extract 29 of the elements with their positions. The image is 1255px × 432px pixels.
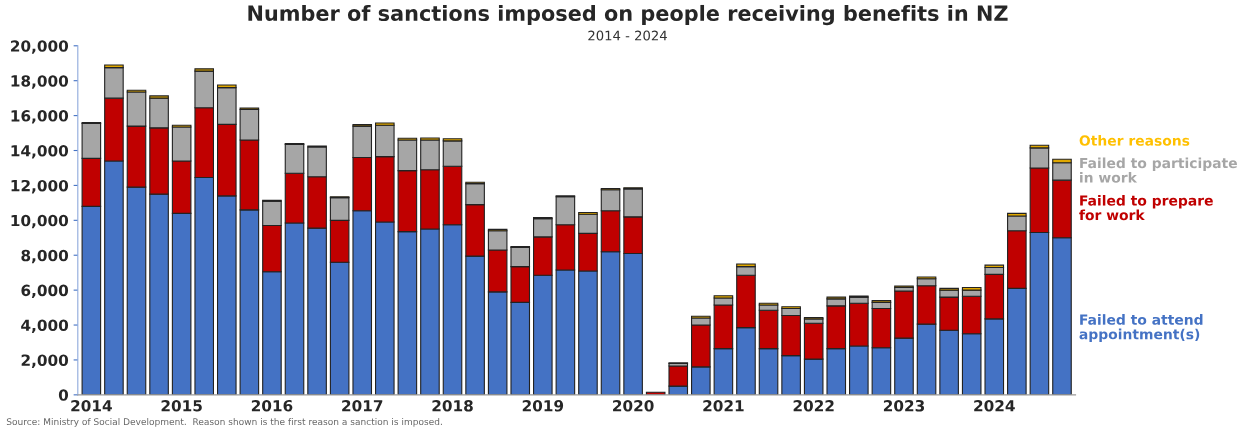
- x-tick-label: 2024: [974, 399, 1015, 412]
- x-tick-label: 2021: [703, 399, 744, 412]
- y-tick-label: 8,000: [21, 249, 69, 264]
- series-label: Failed to attend appointment(s): [1079, 314, 1203, 343]
- x-tick-label: 2020: [613, 399, 654, 412]
- x-tick-label: 2014: [71, 399, 112, 412]
- y-tick-label: 4,000: [21, 319, 69, 334]
- y-tick-label: 16,000: [11, 110, 69, 124]
- y-tick-label: 0: [58, 389, 69, 401]
- x-tick-label: 2016: [251, 399, 293, 412]
- y-tick-label: 2,000: [21, 354, 69, 368]
- x-tick-label: 2022: [793, 399, 834, 412]
- y-tick-label: 20,000: [11, 40, 69, 54]
- y-tick-label: 6,000: [21, 284, 69, 299]
- y-tick-label: 10,000: [11, 214, 69, 229]
- x-tick-label: 2015: [161, 399, 202, 412]
- chart-subtitle: 2014 - 2024: [588, 30, 667, 41]
- x-tick-label: 2019: [522, 399, 564, 412]
- source-note: Source: Ministry of Social Development. Reason shown is the first reason a sanction is imposed.: [6, 418, 442, 427]
- x-tick-label: 2017: [342, 399, 383, 412]
- series-label: Failed to prepare for work: [1079, 195, 1213, 221]
- chart-title: Number of sanctions imposed on people receiving benefits in NZ: [248, 4, 1008, 26]
- y-tick-label: 12,000: [11, 179, 69, 194]
- y-tick-label: 18,000: [11, 75, 69, 89]
- y-tick-label: 14,000: [11, 144, 69, 159]
- series-label: Other reasons: [1079, 135, 1190, 146]
- series-label: Failed to participate in work: [1080, 157, 1237, 183]
- x-tick-label: 2018: [432, 399, 473, 412]
- x-tick-label: 2023: [883, 399, 925, 412]
